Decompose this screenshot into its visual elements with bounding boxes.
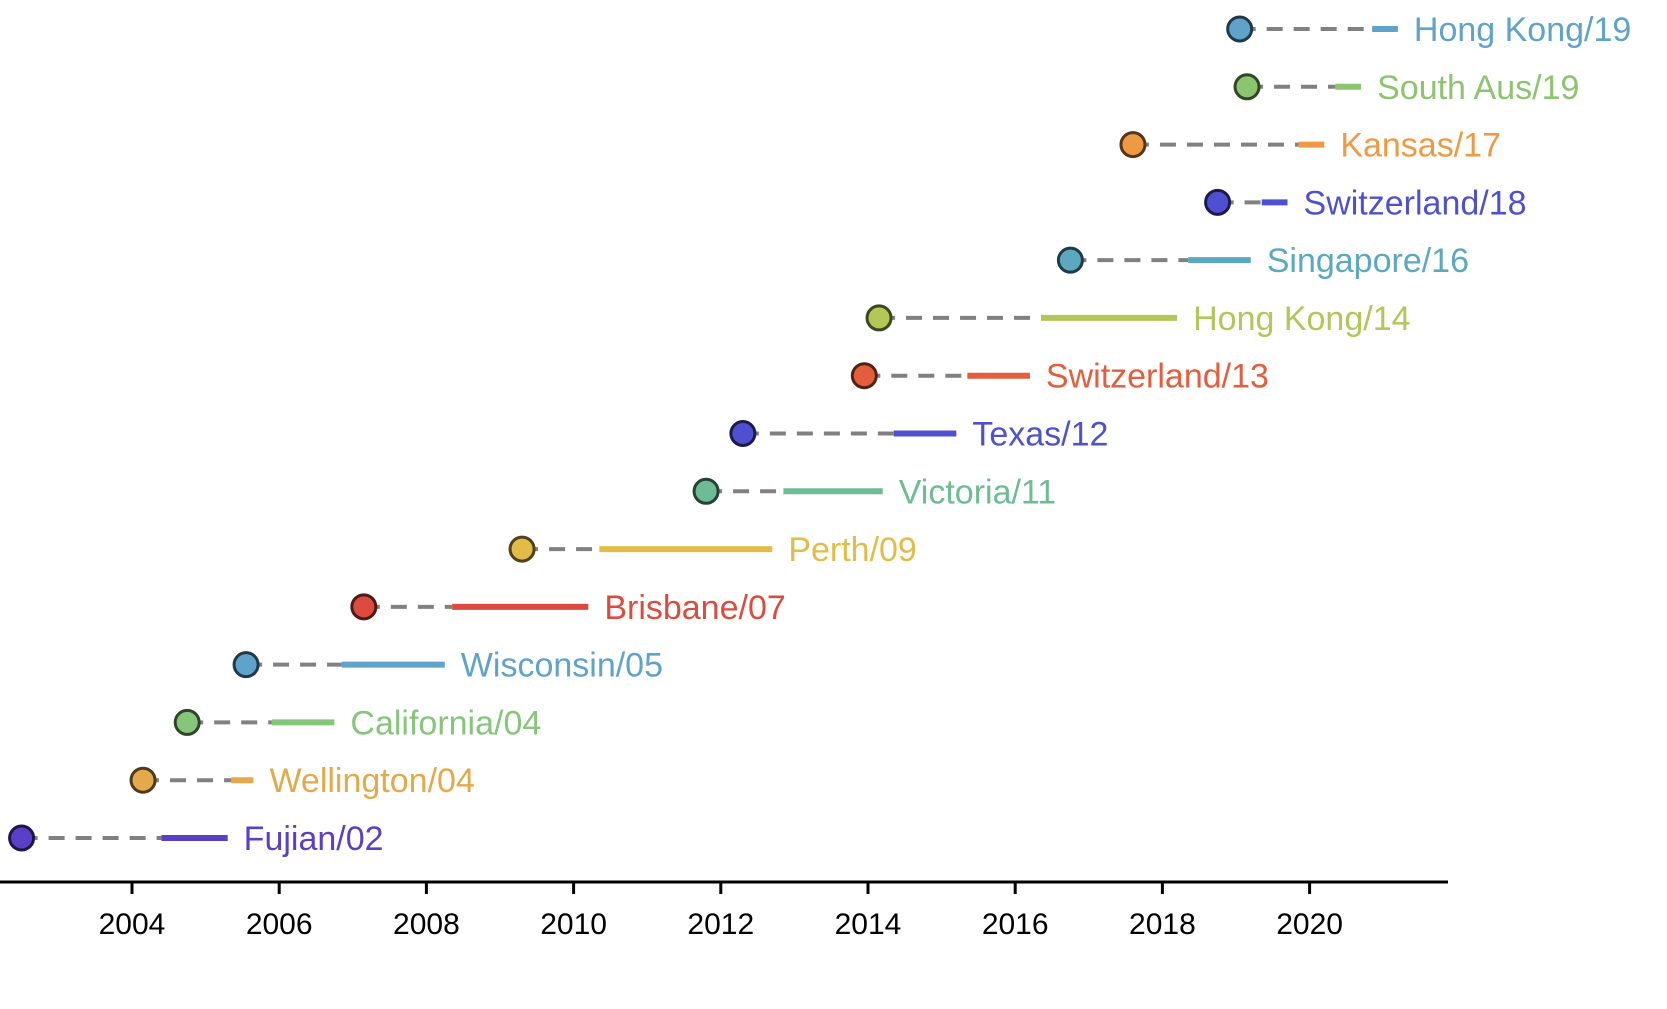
strain-row-kansas-17: Kansas/17 [1119,127,1501,165]
strain-label: California/04 [350,704,541,742]
emergence-point [850,362,878,390]
strain-label: Fujian/02 [244,820,384,858]
strain-label: Wisconsin/05 [461,647,663,685]
x-tick-label: 2012 [687,908,754,941]
strain-label: Brisbane/07 [604,589,785,627]
emergence-point [350,593,378,621]
strain-label: Hong Kong/19 [1414,11,1631,49]
emergence-point [692,477,720,505]
strain-row-wellington-04: Wellington/04 [129,762,475,800]
x-tick-label: 2018 [1129,908,1196,941]
emergence-point [1204,188,1232,216]
strain-row-fujian-02: Fujian/02 [8,820,384,858]
emergence-point [1056,246,1084,274]
emergence-point [1233,73,1261,101]
strain-row-hong-kong-14: Hong Kong/14 [865,300,1411,338]
strain-row-texas-12: Texas/12 [729,416,1108,454]
emergence-point [865,304,893,332]
strain-row-south-aus-19: South Aus/19 [1233,69,1579,107]
strain-label: Hong Kong/14 [1193,300,1410,338]
emergence-point [173,708,201,736]
strain-label: Switzerland/18 [1304,184,1527,222]
strain-label: Singapore/16 [1267,242,1469,280]
strain-row-switzerland-18: Switzerland/18 [1204,184,1527,222]
strain-row-victoria-11: Victoria/11 [692,473,1057,511]
strain-label: Texas/12 [972,416,1108,454]
x-axis: 2004 2006 2008 2010 2012 2014 2016 2018 2020 [0,880,1448,941]
emergence-point [1119,131,1147,159]
strain-row-switzerland-13: Switzerland/13 [850,358,1269,396]
emergence-point [232,651,260,679]
strain-rows: Fujian/02 Wellington/04 California/04 Wisco… [8,11,1631,858]
strain-row-hong-kong-19: Hong Kong/19 [1226,11,1631,49]
x-tick-label: 2006 [246,908,313,941]
strain-label: Perth/09 [788,531,917,569]
strain-label: Kansas/17 [1340,127,1501,165]
emergence-point [8,824,36,852]
emergence-point [508,535,536,563]
strain-label: Switzerland/13 [1046,358,1269,396]
strain-row-brisbane-07: Brisbane/07 [350,589,786,627]
x-tick-label: 2020 [1276,908,1343,941]
x-tick-label: 2016 [982,908,1049,941]
x-tick-label: 2004 [99,908,166,941]
strain-label: Victoria/11 [899,473,1057,511]
x-tick-label: 2010 [540,908,607,941]
strain-row-california-04: California/04 [173,704,541,742]
emergence-point [1226,15,1254,43]
emergence-point [729,420,757,447]
strain-row-perth-09: Perth/09 [508,531,917,569]
emergence-point [129,766,157,794]
strain-row-singapore-16: Singapore/16 [1056,242,1469,280]
x-tick-label: 2014 [835,908,902,941]
strain-label: Wellington/04 [269,762,474,800]
strain-label: South Aus/19 [1377,69,1579,107]
x-tick-label: 2008 [393,908,460,941]
strain-row-wisconsin-05: Wisconsin/05 [232,647,663,685]
